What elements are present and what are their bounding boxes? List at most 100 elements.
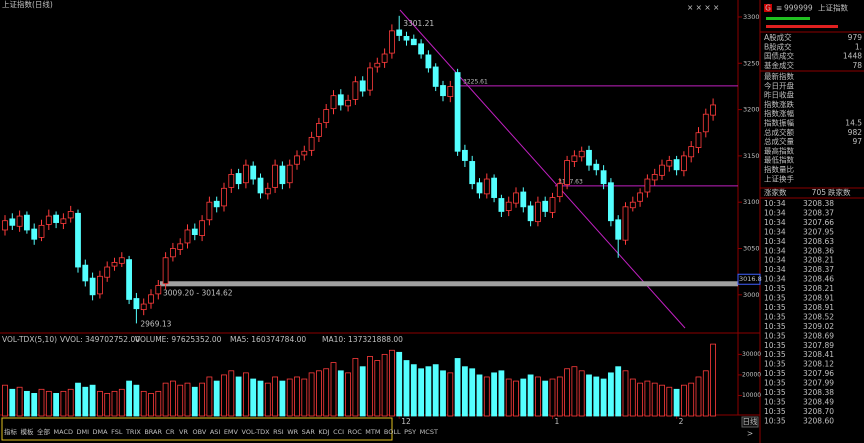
quote-label: 今日开盘 (764, 80, 794, 90)
quote-label: 最新指数 (764, 71, 794, 81)
tick-time: 10:34 (764, 237, 786, 246)
volume-bar (476, 374, 483, 417)
tick-price: 3208.46 (803, 275, 834, 284)
candle-body (242, 164, 249, 184)
indicator-tab[interactable]: 全部 (37, 427, 51, 436)
volume-bar (520, 378, 527, 417)
tick-time: 10:34 (764, 199, 786, 208)
candle-body (359, 80, 366, 92)
quote-value: 78 (852, 61, 862, 70)
y-tick-label: 20000 (742, 371, 761, 378)
arrow-button[interactable]: > (747, 429, 753, 438)
candle-body (23, 214, 30, 231)
indicator-tab[interactable]: CR (166, 428, 176, 436)
volume-bar (505, 378, 512, 417)
tick-price: 3208.69 (803, 331, 834, 340)
indicator-tab[interactable]: 指标 (4, 427, 18, 436)
tick-time: 10:34 (764, 246, 786, 255)
price-band (160, 281, 738, 287)
indicator-tab[interactable]: RSI (273, 428, 284, 436)
candle-body (615, 219, 622, 240)
quote-label: 指数涨幅 (764, 108, 794, 118)
volume-bar (593, 376, 600, 417)
indicator-tab[interactable]: VOL-TDX (242, 428, 271, 436)
candle-body (352, 81, 359, 100)
volume-bar (279, 380, 286, 417)
volume-bar (381, 353, 388, 417)
candle-body (461, 149, 468, 161)
candle-body (162, 257, 169, 285)
y-tick-label: 10000 (742, 392, 761, 399)
indicator-tab[interactable]: OBV (193, 428, 207, 436)
volume-bar (673, 388, 680, 417)
candle-body (97, 275, 103, 295)
stock-name: 上证指数 (818, 3, 848, 13)
indicator-tab[interactable]: BRAR (144, 428, 162, 436)
candle-body (410, 38, 417, 46)
tick-price: 3208.91 (803, 303, 834, 312)
tick-price: 3208.63 (803, 237, 834, 246)
indicator-tab[interactable]: ROC (348, 428, 363, 436)
level-label: 3117.63 (558, 178, 583, 185)
volume-bar (199, 382, 206, 417)
indicator-tab[interactable]: 模板 (21, 427, 35, 436)
volume-bar (308, 372, 315, 417)
code-badge (764, 4, 772, 12)
tick-time: 10:35 (764, 416, 786, 425)
tab-frame (1, 417, 393, 441)
volume-bar (242, 372, 249, 417)
volume-bar (67, 388, 74, 417)
y-tick-label: 3250 (743, 59, 760, 67)
candle-body (520, 191, 527, 208)
candle-body (323, 109, 330, 123)
candle-body (637, 192, 643, 202)
candle-body (308, 136, 315, 151)
indicator-tab[interactable]: KDJ (318, 428, 329, 436)
indicator-tab[interactable]: VR (179, 428, 188, 436)
candle-body (330, 95, 337, 110)
candle-body (505, 201, 512, 211)
indicator-tab[interactable]: MACD (54, 428, 73, 436)
indicator-tab[interactable]: DMI (76, 428, 89, 436)
indicator-tab[interactable]: PSY (404, 428, 416, 436)
volume-bar (213, 380, 220, 417)
volume-bar (491, 372, 498, 417)
candle-body (367, 67, 373, 91)
volume-bar (235, 376, 242, 417)
candle-body (133, 298, 140, 310)
volume-bar (345, 372, 352, 417)
tick-time: 10:35 (764, 407, 786, 416)
tick-time: 10:35 (764, 379, 786, 388)
indicator-tab[interactable]: ASI (210, 428, 221, 436)
indicator-tab[interactable]: FSL (111, 428, 123, 436)
tick-time: 10:34 (764, 265, 786, 274)
indicator-tab[interactable]: EMV (224, 428, 239, 436)
period-button[interactable] (741, 416, 759, 428)
candle-body (228, 174, 235, 188)
indicator-tab[interactable]: CCI (333, 428, 344, 436)
quote-value: 979 (848, 33, 863, 42)
candle-body (177, 243, 184, 250)
indicator-tab[interactable]: MTM (365, 428, 380, 436)
candle-body (315, 123, 322, 137)
high-label: 3301.21 (403, 19, 434, 28)
candle-body (447, 86, 454, 98)
indicator-tab[interactable]: WR (287, 428, 298, 436)
indicator-tab[interactable]: MCST (420, 428, 438, 436)
candle-body (556, 183, 563, 198)
volume-bar (454, 358, 461, 417)
indicator-tab[interactable]: TRIX (125, 428, 141, 436)
volume-bar (403, 360, 410, 417)
period-label[interactable]: 日线 (743, 416, 758, 426)
volume-bar (337, 370, 344, 417)
volume-bar (133, 384, 140, 417)
indicator-tab[interactable]: BOLL (384, 428, 401, 436)
tick-price: 3208.41 (803, 350, 834, 359)
indicator-tab[interactable]: DMA (93, 428, 109, 436)
indicator-tab[interactable]: SAR (302, 428, 316, 436)
candle-body (578, 150, 585, 158)
volume-bar (498, 370, 505, 417)
tick-price: 3207.95 (803, 227, 834, 236)
volume-bar (75, 382, 81, 417)
candle-body (651, 174, 658, 181)
